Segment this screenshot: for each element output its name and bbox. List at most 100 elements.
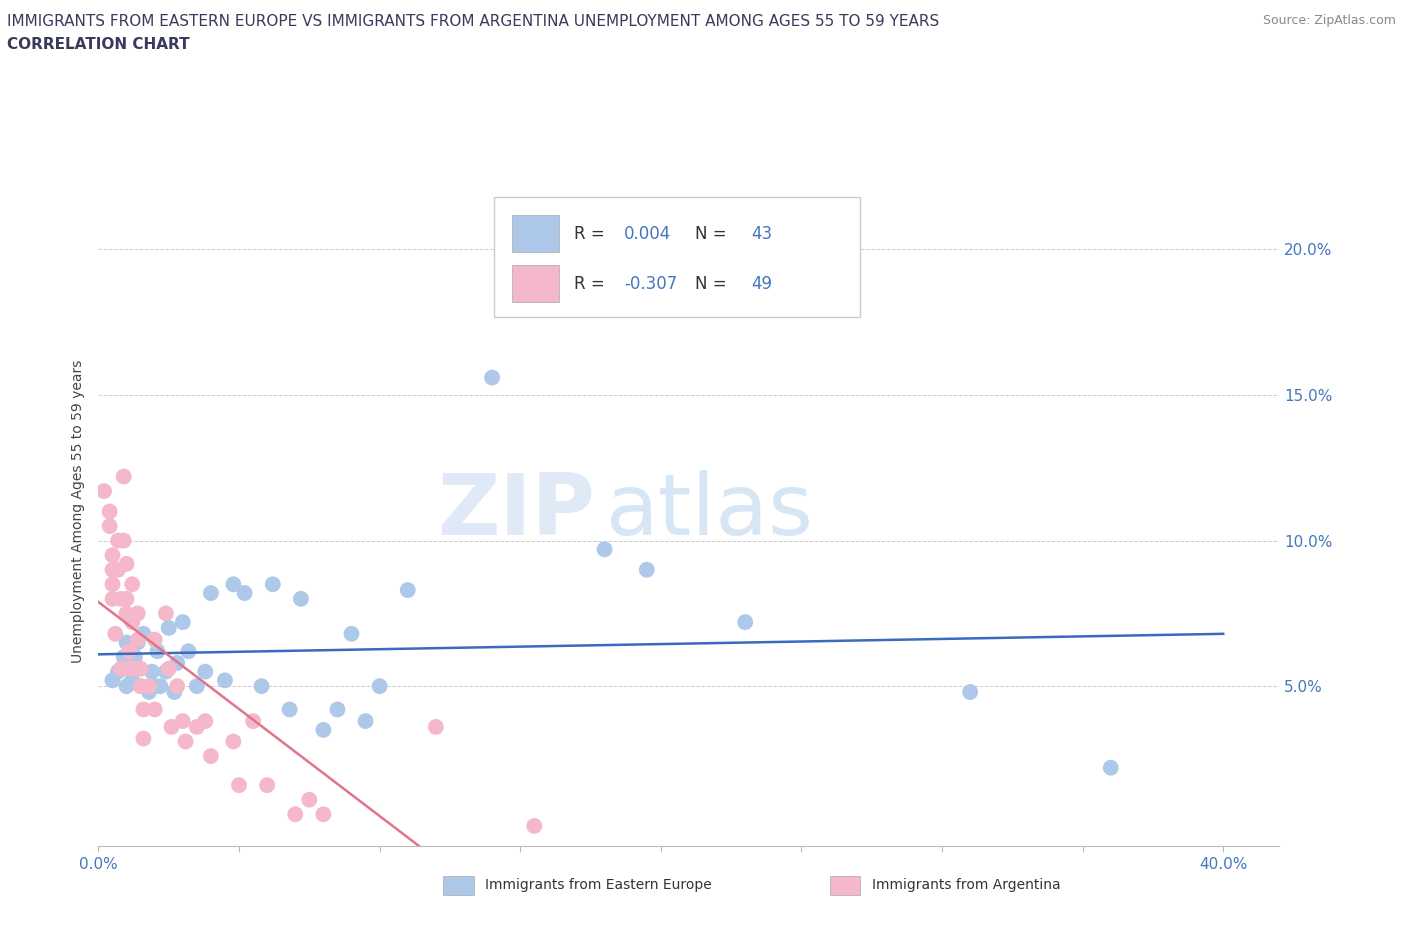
Point xyxy=(138,684,160,699)
Point xyxy=(98,519,121,534)
Point xyxy=(222,734,245,749)
Point xyxy=(112,469,135,484)
Text: N =: N = xyxy=(695,275,731,293)
Point xyxy=(143,632,166,647)
Point xyxy=(278,702,301,717)
Point xyxy=(132,731,155,746)
Point xyxy=(177,644,200,658)
Point xyxy=(298,792,321,807)
Y-axis label: Unemployment Among Ages 55 to 59 years: Unemployment Among Ages 55 to 59 years xyxy=(72,360,86,663)
Point xyxy=(110,591,132,606)
Bar xyxy=(512,215,560,252)
Point xyxy=(396,583,419,598)
Point xyxy=(118,644,141,658)
Point xyxy=(959,684,981,699)
Text: ZIP: ZIP xyxy=(437,470,595,553)
Point xyxy=(101,548,124,563)
Point xyxy=(127,635,149,650)
Point xyxy=(734,615,756,630)
Point xyxy=(172,615,194,630)
Text: IMMIGRANTS FROM EASTERN EUROPE VS IMMIGRANTS FROM ARGENTINA UNEMPLOYMENT AMONG A: IMMIGRANTS FROM EASTERN EUROPE VS IMMIGR… xyxy=(7,14,939,29)
Point xyxy=(107,533,129,548)
Point xyxy=(104,626,127,641)
Point xyxy=(312,723,335,737)
Point xyxy=(112,533,135,548)
Point xyxy=(636,563,658,578)
Point xyxy=(121,673,143,688)
Point xyxy=(138,679,160,694)
Point xyxy=(172,713,194,728)
Text: 0.004: 0.004 xyxy=(624,225,671,243)
Bar xyxy=(443,876,474,895)
Point xyxy=(107,664,129,679)
Point xyxy=(1099,760,1122,775)
Point xyxy=(129,661,152,676)
Point xyxy=(155,606,177,621)
Text: R =: R = xyxy=(575,225,610,243)
Point xyxy=(194,664,217,679)
Text: R =: R = xyxy=(575,275,610,293)
Point xyxy=(107,563,129,578)
Point xyxy=(157,661,180,676)
Point xyxy=(115,591,138,606)
Text: N =: N = xyxy=(695,225,731,243)
Point xyxy=(186,720,208,735)
Point xyxy=(242,713,264,728)
Point xyxy=(222,577,245,591)
Point xyxy=(101,673,124,688)
Point xyxy=(121,577,143,591)
Point xyxy=(593,542,616,557)
Text: Immigrants from Eastern Europe: Immigrants from Eastern Europe xyxy=(485,878,711,893)
Bar xyxy=(512,265,560,302)
Point xyxy=(326,702,349,717)
Point xyxy=(149,679,172,694)
Point xyxy=(112,650,135,665)
Point xyxy=(127,606,149,621)
Text: Immigrants from Argentina: Immigrants from Argentina xyxy=(872,878,1060,893)
Point xyxy=(115,606,138,621)
Point xyxy=(368,679,391,694)
Point xyxy=(214,673,236,688)
Point xyxy=(93,484,115,498)
Point xyxy=(481,370,503,385)
Point xyxy=(312,807,335,822)
Point xyxy=(101,577,124,591)
Point xyxy=(121,615,143,630)
Point xyxy=(228,777,250,792)
Point xyxy=(141,664,163,679)
Point xyxy=(262,577,284,591)
Point xyxy=(129,679,152,694)
Point xyxy=(523,818,546,833)
Point xyxy=(101,563,124,578)
Point xyxy=(129,679,152,694)
Point xyxy=(143,702,166,717)
Point xyxy=(166,679,188,694)
Point xyxy=(101,591,124,606)
Point xyxy=(340,626,363,641)
Point xyxy=(284,807,307,822)
Point xyxy=(233,586,256,601)
Point xyxy=(194,713,217,728)
Point xyxy=(132,702,155,717)
Point xyxy=(127,632,149,647)
Text: atlas: atlas xyxy=(606,470,814,553)
Text: 49: 49 xyxy=(752,275,772,293)
Text: -0.307: -0.307 xyxy=(624,275,678,293)
Point xyxy=(250,679,273,694)
Text: Source: ZipAtlas.com: Source: ZipAtlas.com xyxy=(1263,14,1396,27)
Point xyxy=(124,650,146,665)
Bar xyxy=(830,876,860,895)
Point xyxy=(115,556,138,571)
Point xyxy=(200,749,222,764)
Point xyxy=(155,664,177,679)
Point xyxy=(174,734,197,749)
Point xyxy=(115,679,138,694)
Point xyxy=(143,679,166,694)
Point xyxy=(146,644,169,658)
Point xyxy=(425,720,447,735)
Point xyxy=(110,661,132,676)
Point xyxy=(115,635,138,650)
Point xyxy=(98,504,121,519)
Text: CORRELATION CHART: CORRELATION CHART xyxy=(7,37,190,52)
FancyBboxPatch shape xyxy=(494,197,860,317)
